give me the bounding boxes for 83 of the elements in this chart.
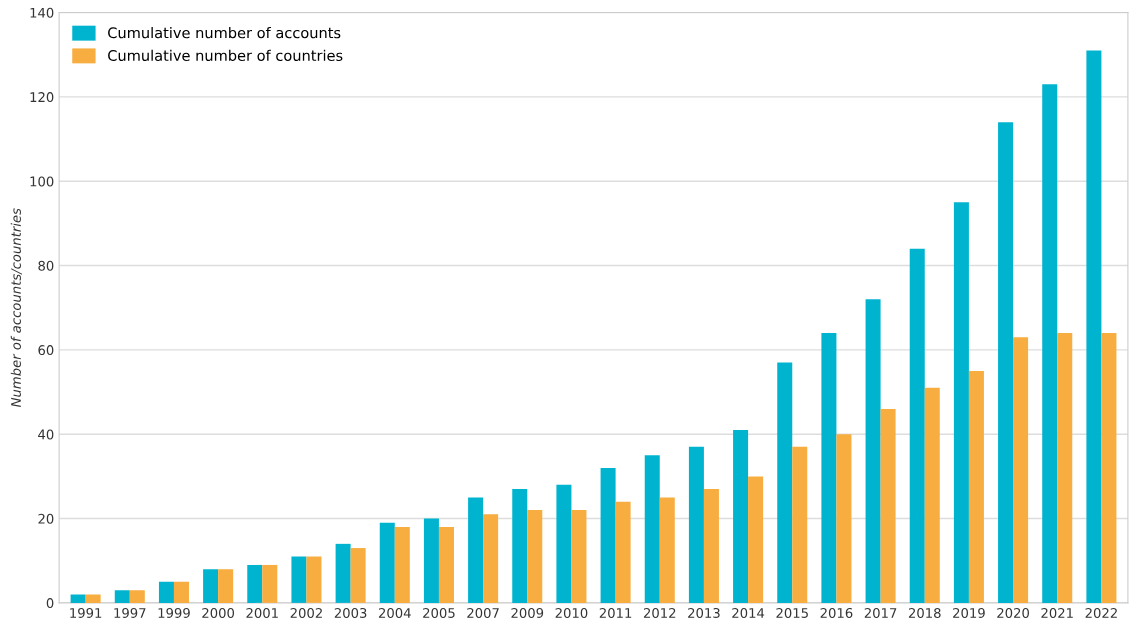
bar: [1057, 333, 1073, 603]
bar: [158, 581, 174, 603]
bar: [379, 522, 395, 603]
bar: [556, 484, 572, 603]
y-tick-label: 100: [30, 176, 54, 187]
x-tick-label: 2020: [997, 607, 1029, 618]
bar: [438, 526, 454, 603]
bar: [748, 476, 764, 603]
x-tick-label: 2021: [1041, 607, 1073, 618]
bar: [571, 510, 587, 603]
bar: [659, 497, 675, 603]
bar: [865, 299, 881, 603]
bar: [85, 594, 101, 603]
x-tick-label: 2000: [202, 607, 235, 618]
x-tick-label: 2001: [246, 607, 278, 618]
bar: [335, 543, 351, 603]
y-tick-label: 0: [46, 598, 54, 609]
x-tick-label: 2022: [1085, 607, 1117, 618]
x-tick-label: 2015: [776, 607, 808, 618]
bar: [924, 387, 940, 603]
y-tick-label: 120: [30, 92, 54, 103]
y-axis-title: Number of accounts/countries: [10, 208, 22, 408]
y-tick-label: 140: [30, 7, 54, 18]
bar: [350, 548, 366, 603]
bar: [306, 556, 322, 603]
bar: [527, 510, 543, 603]
bar: [909, 248, 925, 603]
bar: [247, 564, 263, 603]
bar: [792, 446, 808, 603]
x-tick-label: 2017: [864, 607, 897, 618]
bar: [998, 122, 1014, 603]
bar: [423, 518, 439, 603]
bar: [394, 526, 410, 603]
x-tick-label: 2014: [732, 607, 765, 618]
x-tick-label: 2002: [290, 607, 322, 618]
x-tick-label: 2003: [334, 607, 367, 618]
bar: [468, 497, 484, 603]
bar: [1013, 337, 1029, 603]
bar: [483, 514, 499, 603]
bar: [1042, 84, 1058, 603]
x-tick-label: 2018: [908, 607, 941, 618]
bar: [129, 590, 145, 603]
x-tick-label: 2004: [378, 607, 411, 618]
bar: [173, 581, 189, 603]
x-tick-label: 2010: [555, 607, 588, 618]
x-tick-label: 1999: [158, 607, 190, 618]
y-tick-label: 60: [38, 345, 54, 356]
x-tick-label: 1997: [114, 607, 146, 618]
bar: [733, 430, 749, 603]
bar: [70, 594, 86, 603]
bar: [968, 370, 984, 603]
x-tick-label: 2012: [643, 607, 676, 618]
bar: [291, 556, 307, 603]
bar: [880, 408, 896, 603]
bar: [512, 489, 528, 603]
y-tick-label: 20: [38, 513, 54, 524]
bar: [688, 446, 704, 603]
bar: [1086, 50, 1102, 603]
x-tick-label: 2009: [511, 607, 544, 618]
x-tick-label: 2005: [423, 607, 455, 618]
bar: [644, 455, 660, 603]
bar: [615, 501, 631, 603]
legend-label: Cumulative number of countries: [108, 49, 343, 62]
bar: [953, 202, 969, 603]
bar: [600, 467, 616, 603]
bar: [218, 569, 234, 603]
bar: [836, 434, 852, 603]
x-tick-label: 2013: [688, 607, 720, 618]
x-tick-label: 2011: [599, 607, 632, 618]
bar: [1101, 333, 1117, 603]
y-tick-label: 80: [38, 260, 54, 271]
bar: [777, 362, 793, 603]
bar: [203, 569, 219, 603]
bar: [703, 489, 719, 603]
y-tick-label: 40: [38, 429, 54, 440]
legend-label: Cumulative number of accounts: [108, 27, 341, 39]
bar: [114, 590, 130, 603]
bar: [262, 564, 278, 603]
x-tick-label: 2007: [467, 607, 499, 618]
bar: [821, 333, 837, 603]
x-tick-label: 1991: [70, 607, 102, 618]
x-tick-label: 2019: [953, 607, 985, 618]
x-tick-label: 2016: [820, 607, 853, 618]
